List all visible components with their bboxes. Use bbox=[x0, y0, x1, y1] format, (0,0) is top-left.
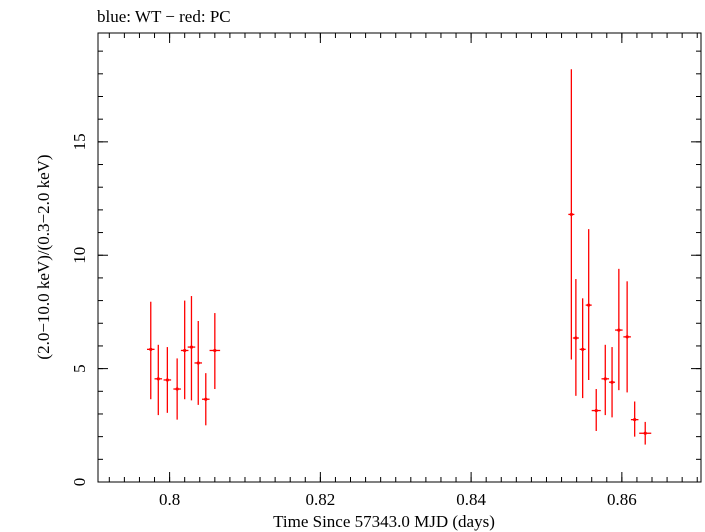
data-point bbox=[187, 296, 196, 401]
x-axis-label: Time Since 57343.0 MJD (days) bbox=[273, 512, 495, 531]
data-point bbox=[154, 344, 163, 416]
data-marker bbox=[587, 303, 591, 307]
data-point bbox=[572, 279, 579, 396]
data-point bbox=[591, 389, 601, 431]
y-tick-label: 5 bbox=[70, 364, 89, 373]
x-tick-label: 0.82 bbox=[305, 490, 335, 509]
data-marker bbox=[625, 335, 629, 339]
data-marker bbox=[633, 418, 637, 422]
x-tick-label: 0.86 bbox=[607, 490, 637, 509]
data-marker bbox=[204, 397, 208, 401]
data-point bbox=[579, 298, 586, 399]
data-point bbox=[601, 344, 610, 416]
data-point bbox=[615, 268, 623, 391]
data-point bbox=[173, 358, 181, 420]
x-tick-label: 0.84 bbox=[456, 490, 486, 509]
data-marker bbox=[643, 431, 647, 435]
data-marker bbox=[581, 347, 585, 351]
data-point bbox=[180, 300, 189, 400]
data-point bbox=[568, 69, 575, 360]
data-marker bbox=[569, 212, 573, 217]
data-marker bbox=[149, 347, 153, 351]
data-marker bbox=[594, 408, 598, 413]
data-point bbox=[202, 373, 210, 426]
data-marker bbox=[603, 377, 607, 381]
y-tick-label: 10 bbox=[70, 247, 89, 264]
data-marker bbox=[213, 348, 217, 353]
data-point bbox=[623, 281, 631, 393]
x-axis: 0.8 0.82 0.84 0.86 bbox=[108, 33, 698, 509]
data-point bbox=[639, 421, 652, 445]
data-marker bbox=[617, 328, 621, 332]
data-points bbox=[146, 69, 652, 445]
data-point bbox=[609, 347, 616, 418]
y-axis: 0 5 10 15 bbox=[70, 50, 701, 487]
plot-frame bbox=[97, 32, 702, 483]
x-tick-label: 0.8 bbox=[159, 490, 180, 509]
data-marker bbox=[156, 377, 160, 381]
data-marker bbox=[189, 345, 194, 349]
data-marker bbox=[610, 380, 614, 384]
data-marker bbox=[165, 378, 169, 382]
data-marker bbox=[183, 348, 187, 353]
data-point bbox=[194, 320, 203, 405]
data-point bbox=[630, 401, 639, 437]
chart-title: blue: WT − red: PC bbox=[97, 7, 231, 26]
data-point bbox=[146, 301, 155, 400]
data-point bbox=[209, 313, 221, 390]
data-point bbox=[585, 229, 592, 380]
data-marker bbox=[574, 336, 578, 340]
data-marker bbox=[196, 361, 200, 365]
y-axis-label: (2.0−10.0 keV)/(0.3−2.0 keV) bbox=[34, 154, 53, 359]
data-point bbox=[163, 347, 172, 413]
y-tick-label: 15 bbox=[70, 133, 89, 150]
data-marker bbox=[175, 387, 179, 391]
y-tick-label: 0 bbox=[70, 478, 89, 487]
